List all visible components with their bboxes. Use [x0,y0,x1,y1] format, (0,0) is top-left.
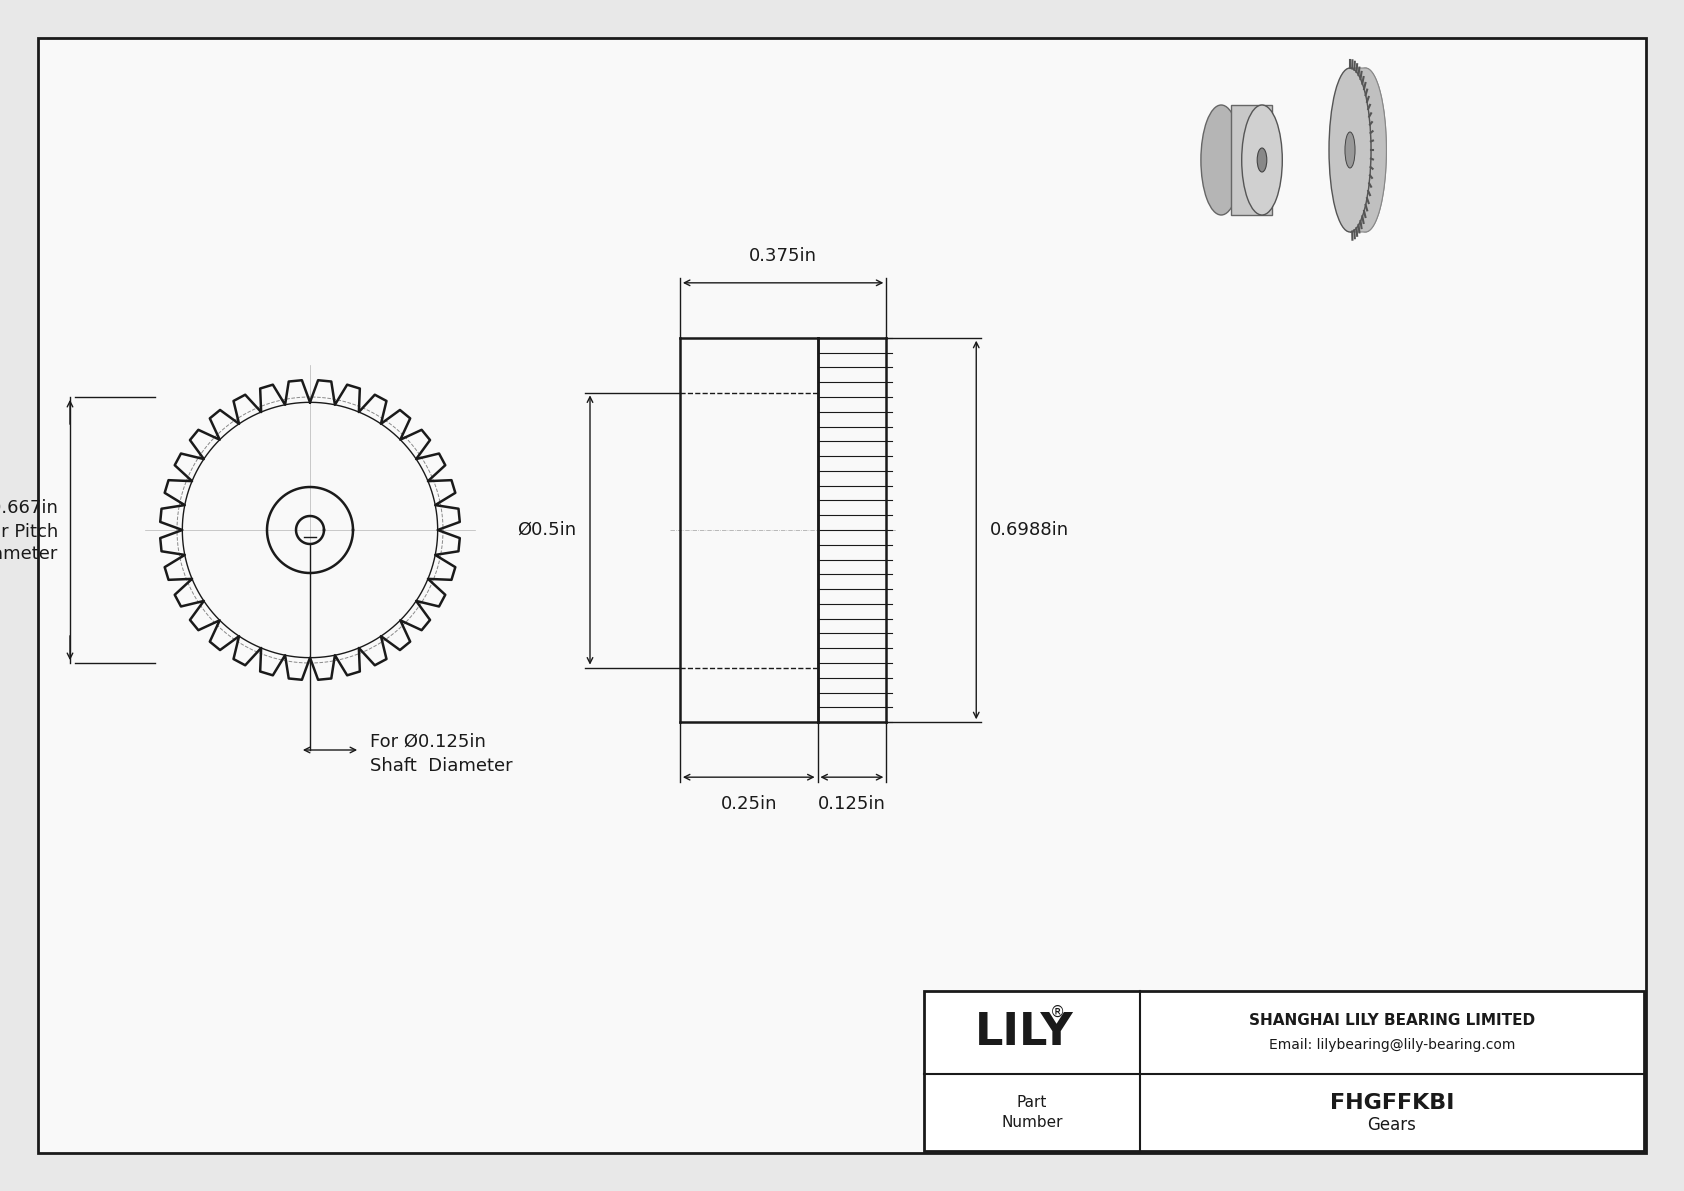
Ellipse shape [1201,105,1241,216]
Text: 0.125in: 0.125in [818,796,886,813]
Text: LILY: LILY [975,1011,1073,1054]
Text: FHGFFKBI: FHGFFKBI [1330,1092,1455,1112]
Text: SHANGHAI LILY BEARING LIMITED: SHANGHAI LILY BEARING LIMITED [1250,1014,1536,1028]
Text: Number: Number [1002,1115,1063,1130]
Text: For Ø0.125in: For Ø0.125in [370,732,487,752]
Text: 0.25in: 0.25in [721,796,776,813]
Polygon shape [1231,105,1271,216]
Ellipse shape [1258,148,1266,172]
Text: Gear Pitch: Gear Pitch [0,523,57,541]
Text: Gears: Gears [1367,1116,1416,1134]
Bar [925,991,1644,1151]
Text: Email: lilybearing@lily-bearing.com: Email: lilybearing@lily-bearing.com [1268,1037,1516,1052]
Ellipse shape [1344,68,1386,232]
Ellipse shape [1241,105,1282,216]
Polygon shape [1351,68,1386,232]
Text: 0.375in: 0.375in [749,247,817,264]
Ellipse shape [1329,68,1371,232]
Text: ®: ® [1051,1005,1066,1021]
Text: Ø0.5in: Ø0.5in [517,520,576,540]
Text: 0.6988in: 0.6988in [990,520,1069,540]
Text: Part: Part [1017,1095,1047,1110]
Text: Diameter: Diameter [0,545,57,563]
Text: Shaft  Diameter: Shaft Diameter [370,757,512,775]
Text: Ø0.667in: Ø0.667in [0,499,57,517]
Ellipse shape [1346,132,1356,168]
